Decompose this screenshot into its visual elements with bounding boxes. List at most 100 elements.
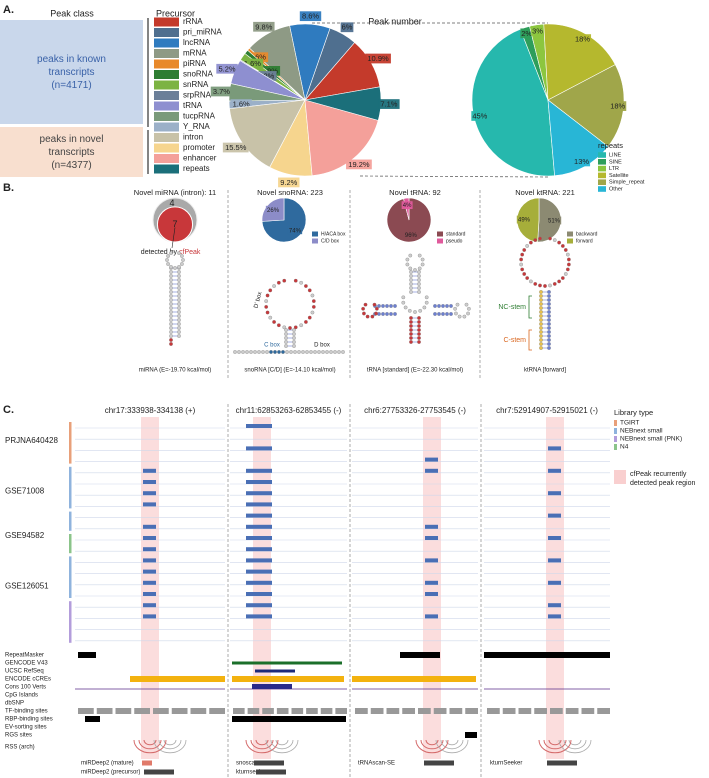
nucleotide <box>547 338 551 342</box>
legend-swatch <box>614 470 626 484</box>
nucleotide <box>547 334 551 338</box>
tool-label: tRNAscan-SE <box>358 761 395 767</box>
nucleotide <box>519 262 523 267</box>
value-label-box <box>401 201 413 210</box>
rss-arch <box>568 739 582 746</box>
rss-arch <box>138 739 162 750</box>
library-bar <box>69 534 72 554</box>
nucleotide <box>567 257 571 262</box>
rss-arch <box>445 739 459 746</box>
coverage <box>143 547 156 552</box>
value-label: 96% <box>405 233 418 239</box>
nucleotide <box>539 346 543 350</box>
tool-hit <box>142 760 152 766</box>
legend-label: tRNA <box>183 101 203 110</box>
value-label: 0.2% <box>257 71 274 80</box>
value-label: 9.8% <box>255 22 272 31</box>
legend-label: Y_RNA <box>183 122 210 131</box>
nucleotide <box>309 350 313 354</box>
tool-hit <box>254 760 284 766</box>
legend-label: LINE <box>609 152 622 158</box>
coverage <box>246 558 272 563</box>
legend-label: forward <box>576 238 593 244</box>
nucleotide <box>269 350 273 354</box>
legend-swatch <box>154 28 179 37</box>
nucleotide <box>261 350 265 354</box>
legend-label: Satellite <box>609 173 629 179</box>
nucleotide <box>325 350 329 354</box>
nucleotide <box>539 310 543 314</box>
value-label: 15.5% <box>225 143 247 152</box>
structure-caption: ktRNA [forward] <box>524 368 566 374</box>
rss-arch <box>250 739 274 750</box>
sample-label: GSE71008 <box>5 486 45 495</box>
value-label: 74% <box>289 228 302 234</box>
value-label-box <box>265 205 281 214</box>
rbp-site <box>85 716 100 722</box>
nucleotide <box>310 310 315 315</box>
tf-site <box>291 708 304 714</box>
nucleotide <box>389 312 393 316</box>
peak-highlight <box>253 417 271 759</box>
value-label-box <box>246 52 269 63</box>
rss-arch <box>435 739 469 754</box>
nucleotide <box>417 328 421 332</box>
coverage <box>425 468 438 473</box>
nucleotide <box>389 304 393 308</box>
legend-swatch <box>154 154 179 163</box>
nucleotide <box>547 298 551 302</box>
nucleotide <box>420 262 425 267</box>
legend-label: enhancer <box>183 154 217 163</box>
nucleotide <box>401 295 406 300</box>
coverage <box>548 513 561 518</box>
bracket <box>528 329 532 351</box>
legend-swatch <box>154 164 179 174</box>
legend-swatch <box>154 70 179 79</box>
coverage <box>246 468 272 473</box>
nucleotide <box>409 324 413 328</box>
nucleotide <box>539 294 543 298</box>
legend-swatch <box>154 122 179 132</box>
highlight-label: cfPeak recurrently detected peak region <box>630 471 696 487</box>
nucleotide <box>293 278 298 283</box>
nucleotide <box>268 315 273 320</box>
legend-swatch <box>154 49 179 58</box>
nucleotide <box>417 286 421 290</box>
nucleotide <box>409 332 413 336</box>
nucleotide <box>417 282 421 286</box>
nucleotide <box>539 342 543 346</box>
coverage <box>143 614 156 619</box>
value-label-box <box>520 28 534 39</box>
tool-hit <box>144 769 174 775</box>
coverage <box>246 524 272 529</box>
coverage <box>425 457 438 462</box>
value-label-box <box>241 58 264 69</box>
nucleotide <box>304 284 308 288</box>
track-label: dbSNP <box>5 701 24 707</box>
nucleotide <box>417 290 421 294</box>
nucleotide <box>445 312 449 316</box>
library-bar <box>69 511 72 531</box>
nucleotide <box>276 323 281 328</box>
tf-site <box>233 708 245 714</box>
panel-label: B. <box>3 182 14 194</box>
pie-title: Novel tRNA: 92 <box>389 188 441 197</box>
nucleotide <box>169 334 173 338</box>
nucleotide <box>284 328 288 332</box>
coverage <box>246 446 272 451</box>
tf-site <box>386 708 400 714</box>
legend-swatch <box>614 420 617 426</box>
venn-note-highlight: cfPeak <box>179 249 201 256</box>
legend-swatch <box>154 112 179 121</box>
sample-label: GSE94582 <box>5 531 45 540</box>
nucleotide <box>557 240 561 245</box>
legend-swatch <box>154 17 179 27</box>
nucleotide <box>284 344 288 348</box>
track-label: RBP-binding sites <box>5 717 53 723</box>
nucleotide <box>299 280 304 285</box>
legend-swatch <box>598 159 606 165</box>
value-label: 7.1% <box>380 100 397 109</box>
nucleotide <box>299 323 304 328</box>
coverage <box>246 480 272 484</box>
